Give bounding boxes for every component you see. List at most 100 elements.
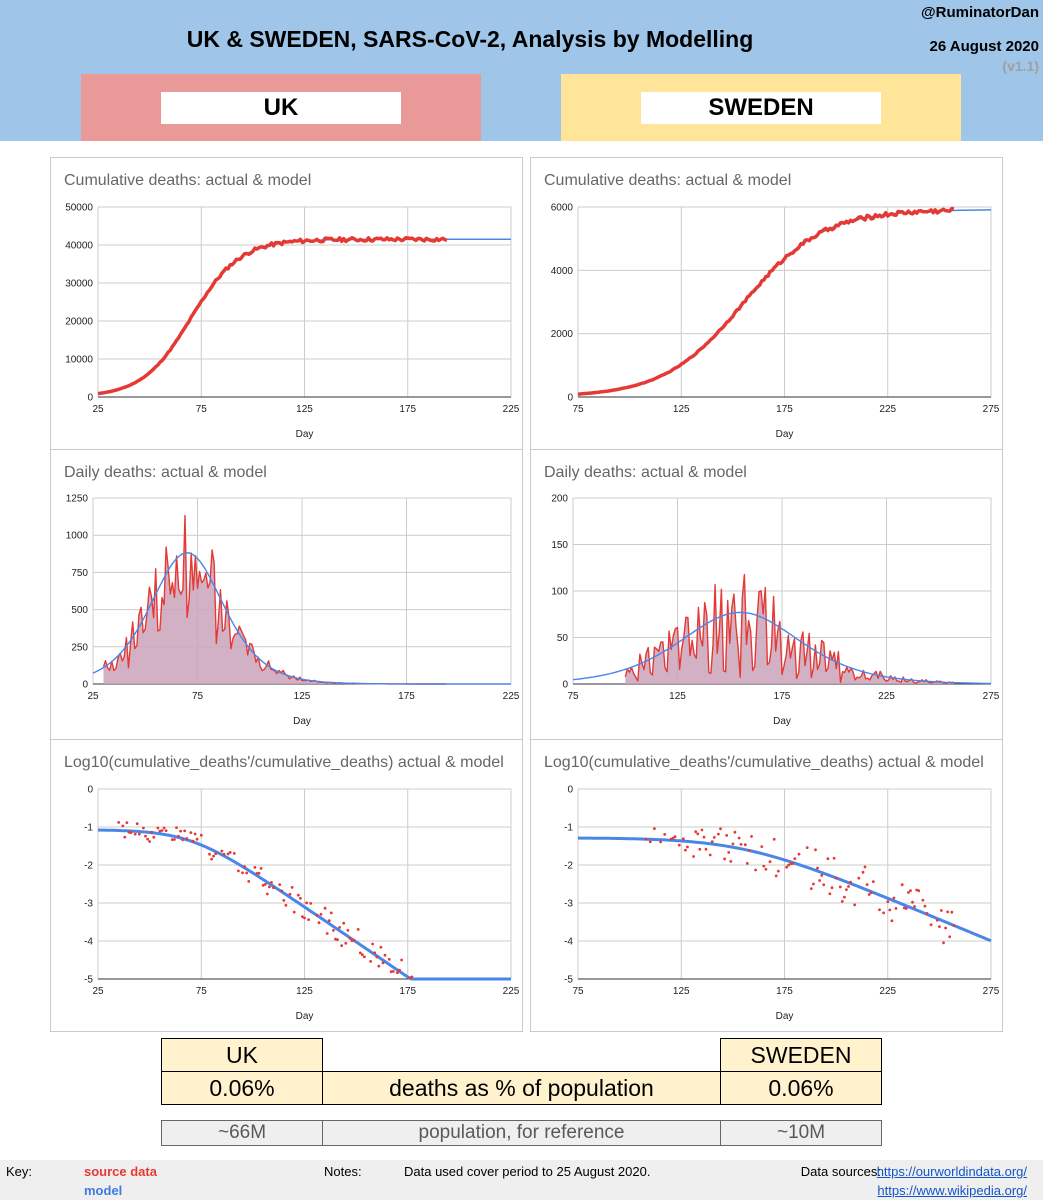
data-point: [282, 899, 286, 902]
x-tick-label: 225: [503, 691, 520, 702]
y-tick-label: 500: [71, 605, 88, 616]
data-point: [396, 971, 399, 975]
data-point: [156, 826, 160, 830]
chart-title: Daily deaths: actual & model: [64, 464, 267, 481]
chart-title: Log10(cumulative_deaths'/cumulative_deat…: [544, 754, 984, 771]
data-point: [183, 829, 187, 833]
data-point: [692, 855, 695, 858]
data-point: [150, 830, 154, 834]
data-point: [768, 860, 772, 864]
sweden-col-header: SWEDEN: [720, 1038, 882, 1072]
data-point: [290, 886, 294, 889]
data-point: [731, 842, 735, 846]
data-point: [336, 938, 339, 941]
data-point: [164, 829, 168, 832]
data-point: [750, 835, 753, 838]
population-table: ~66M population, for reference ~10M: [161, 1120, 882, 1146]
x-tick-label: 275: [983, 986, 1000, 997]
y-tick-label: -2: [84, 861, 93, 872]
data-point: [952, 924, 956, 927]
sweden-daily-plot: 75 125 175 225 275 0 50 100 150 200 Day: [551, 494, 999, 728]
data-point: [332, 929, 335, 932]
data-point: [137, 832, 141, 836]
data-point: [123, 835, 127, 839]
data-point: [865, 883, 869, 886]
y-tick-label: -3: [84, 899, 93, 910]
x-tick-label: 225: [503, 986, 520, 997]
data-point: [232, 852, 236, 855]
data-point: [760, 845, 764, 848]
data-point: [832, 856, 836, 860]
data-point: [389, 970, 393, 974]
data-point: [375, 955, 379, 959]
data-point: [305, 901, 308, 905]
data-point: [710, 840, 714, 843]
data-point: [828, 892, 832, 896]
x-tick-label: 225: [879, 404, 896, 415]
data-point: [888, 908, 892, 912]
data-point: [288, 892, 292, 896]
x-axis-label: Day: [773, 716, 791, 727]
notes-text: Data used cover period to 25 August 2020…: [404, 1164, 651, 1179]
data-point: [307, 918, 310, 921]
x-axis-label: Day: [296, 429, 314, 440]
x-tick-label: 25: [87, 691, 99, 702]
data-point: [117, 821, 121, 824]
data-point: [644, 837, 648, 841]
uk-daily-chart: Daily deaths: actual & model 25 75 125 175 2…: [50, 449, 523, 740]
metric-label: deaths as % of population: [322, 1071, 721, 1105]
data-point: [410, 975, 414, 979]
data-point: [121, 824, 125, 828]
data-point: [257, 871, 261, 875]
uk-header-block: UK: [81, 74, 481, 141]
data-point: [408, 976, 412, 980]
data-point: [708, 853, 712, 857]
y-tick-label: -1: [84, 823, 93, 834]
version-label: (v1.1): [1002, 58, 1039, 74]
data-point: [371, 942, 374, 946]
y-tick-label: 750: [71, 568, 88, 579]
data-point: [878, 908, 881, 912]
uk-log-ratio-chart: Log10(cumulative_deaths'/cumulative_deat…: [50, 739, 523, 1032]
data-point: [904, 907, 908, 910]
data-point: [400, 958, 403, 962]
x-tick-label: 75: [196, 404, 208, 415]
y-tick-label: 1250: [66, 494, 89, 505]
deaths-summary-table: UK SWEDEN 0.06% deaths as % of populatio…: [161, 1038, 882, 1105]
key-label: Key:: [6, 1164, 33, 1179]
data-point: [812, 882, 815, 886]
link-ourworldindata[interactable]: https://ourworldindata.org/: [876, 1164, 1027, 1179]
uk-deaths-pct: 0.06%: [161, 1071, 323, 1105]
header-banner: UK & SWEDEN, SARS-CoV-2, Analysis by Mod…: [0, 0, 1043, 141]
data-point: [913, 905, 916, 908]
data-point: [284, 903, 288, 907]
data-sources-label: Data sources:: [800, 1164, 881, 1179]
y-tick-label: 0: [567, 393, 573, 404]
y-tick-label: 0: [87, 393, 93, 404]
link-wikipedia[interactable]: https://www.wikipedia.org/: [877, 1183, 1027, 1198]
data-point: [299, 896, 302, 900]
data-point: [268, 885, 271, 889]
report-date: 26 August 2020: [929, 38, 1040, 55]
y-tick-label: -4: [84, 937, 93, 948]
key-model: model: [84, 1183, 123, 1198]
uk-log-ratio-plot: 25 75 125 175 225 -5 -4 -3 -2 -1 0 Day: [84, 785, 520, 1023]
data-point: [719, 827, 722, 831]
y-tick-label: 20000: [65, 317, 93, 328]
x-axis-label: Day: [776, 429, 794, 440]
data-point: [894, 907, 898, 910]
data-point: [717, 832, 720, 836]
chart-title: Daily deaths: actual & model: [544, 464, 747, 481]
data-point: [210, 857, 214, 861]
data-point: [940, 909, 943, 912]
data-point: [325, 932, 329, 935]
data-point: [309, 902, 313, 905]
data-point: [241, 871, 244, 875]
data-point: [228, 851, 232, 854]
data-point: [702, 835, 706, 839]
data-point: [175, 826, 178, 829]
y-tick-label: -4: [564, 937, 573, 948]
data-point: [921, 898, 925, 902]
data-point: [743, 843, 747, 847]
data-point: [809, 887, 813, 890]
